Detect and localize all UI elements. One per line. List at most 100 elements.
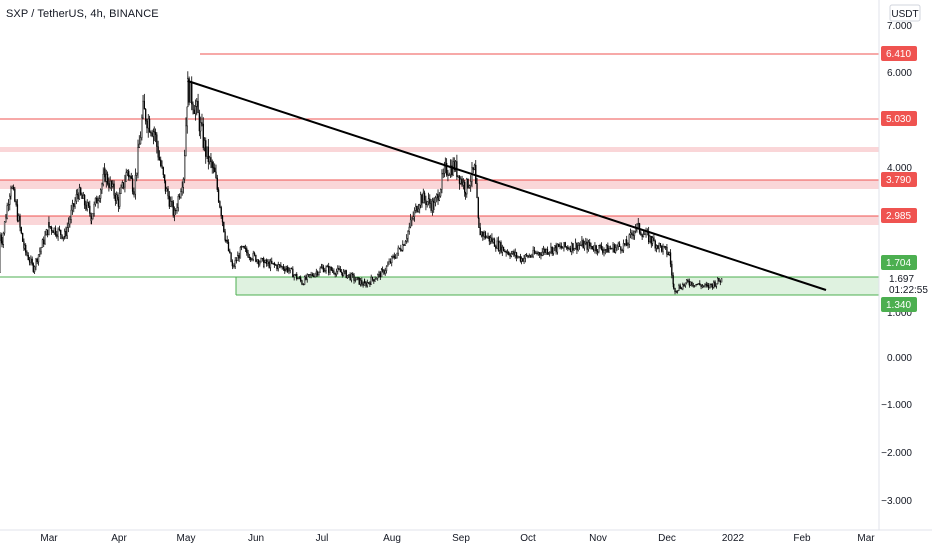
- currency-button[interactable]: USDT: [889, 4, 921, 22]
- candle-body: [658, 243, 660, 249]
- candle-body: [7, 204, 10, 206]
- candle-body: [202, 123, 204, 148]
- candle-body: [299, 277, 302, 281]
- candle-body: [49, 226, 51, 228]
- time-tick-label: Aug: [383, 533, 401, 544]
- candle-body: [367, 282, 370, 284]
- trendline[interactable]: [187, 80, 827, 291]
- candle-body: [679, 285, 681, 289]
- time-tick-label: Dec: [658, 533, 676, 544]
- candle-body: [112, 183, 114, 187]
- candle-body: [618, 243, 621, 247]
- candle-body: [499, 242, 501, 251]
- candle-body: [153, 131, 155, 133]
- candle-body: [573, 248, 575, 251]
- candle-body: [82, 194, 84, 199]
- candle-body: [466, 178, 468, 195]
- candle-body: [433, 202, 435, 210]
- candle-body: [467, 178, 469, 188]
- candle-body: [44, 234, 46, 245]
- candle-body: [292, 268, 294, 278]
- candle-body: [492, 239, 494, 243]
- currency-button-label[interactable]: USDT: [891, 9, 918, 20]
- candle-body: [594, 245, 596, 251]
- candle-body: [612, 244, 614, 249]
- candle-body: [52, 230, 54, 233]
- candle-body: [175, 210, 177, 212]
- candle-body: [134, 175, 137, 195]
- time-axis[interactable]: Mar Apr May Jun Jul Aug Sep Oct Nov Dec 2022 Feb Mar: [40, 533, 875, 544]
- candle-body: [37, 254, 40, 263]
- price-tag-label: 3.790: [886, 175, 911, 186]
- candle-body: [144, 109, 147, 122]
- candle-body: [186, 106, 188, 127]
- candle-body: [397, 247, 399, 254]
- price-tags-layer: 6.410 5.030 3.790 2.985 1.704 1.340: [881, 46, 917, 312]
- candle-body: [548, 251, 551, 253]
- candle-body: [413, 210, 416, 217]
- candle-body: [261, 258, 264, 260]
- resistance-zone-2[interactable]: [0, 180, 879, 189]
- price-tick-label: 0.000: [887, 353, 912, 364]
- candle-body: [536, 252, 538, 255]
- candle-body: [10, 187, 12, 197]
- candle-body: [628, 234, 630, 245]
- candle-body: [46, 229, 49, 235]
- candle-body: [629, 232, 632, 235]
- price-tag-1.704[interactable]: 1.704: [881, 255, 917, 270]
- candle-body: [559, 245, 561, 247]
- support-zone[interactable]: [236, 277, 879, 295]
- candle-body: [129, 176, 131, 178]
- candle-body: [301, 283, 303, 285]
- candle-body: [412, 216, 414, 219]
- candle-body: [81, 194, 83, 199]
- candle-body: [114, 194, 117, 201]
- candle-body: [288, 270, 290, 272]
- candle-body: [237, 255, 239, 261]
- candle-body: [32, 263, 34, 272]
- candle-body: [684, 282, 687, 286]
- candle-body: [462, 181, 465, 186]
- candle-body: [104, 168, 106, 182]
- candle-body: [704, 284, 706, 287]
- candle-body: [620, 246, 622, 251]
- price-tag-6.410[interactable]: 6.410: [881, 46, 917, 61]
- price-axis[interactable]: 7.000 6.000 4.000 0.000 −1.000 −2.000 −3.000 1.…: [881, 21, 928, 507]
- candle-body: [380, 269, 383, 278]
- candle-body: [709, 283, 711, 288]
- candle-body: [214, 167, 216, 173]
- candle-body: [564, 242, 566, 247]
- candle-body: [703, 285, 705, 287]
- candle-body: [109, 180, 111, 188]
- candle-body: [124, 181, 126, 188]
- candle-body: [662, 246, 664, 252]
- candle-body: [672, 275, 674, 285]
- candle-body: [497, 240, 500, 251]
- candle-body: [567, 246, 569, 250]
- candle-body: [268, 261, 270, 268]
- candle-body: [57, 228, 59, 237]
- candle-body: [510, 253, 512, 257]
- candle-body: [66, 227, 68, 236]
- horizontal-lines-layer: [0, 53, 879, 296]
- candle-body: [687, 279, 689, 282]
- candle-body: [298, 277, 300, 279]
- price-tag-1.340[interactable]: 1.340: [881, 297, 917, 312]
- price-tag-5.030[interactable]: 5.030: [881, 111, 917, 126]
- price-tag-3.790[interactable]: 3.790: [881, 172, 917, 187]
- candle-body: [508, 252, 510, 255]
- candle-body: [430, 203, 432, 211]
- candle-body: [54, 227, 57, 235]
- price-tick-label: 6.000: [887, 68, 912, 79]
- resistance-zone-3[interactable]: [0, 216, 879, 225]
- candle-body: [714, 281, 716, 287]
- candle-body: [542, 249, 545, 253]
- candle-body: [220, 207, 222, 216]
- resistance-zone-1[interactable]: [0, 147, 879, 152]
- candle-body: [148, 118, 151, 133]
- candle-body: [60, 229, 62, 235]
- price-tag-2.985[interactable]: 2.985: [881, 208, 917, 223]
- candle-body: [348, 274, 350, 276]
- candle-body: [240, 246, 243, 248]
